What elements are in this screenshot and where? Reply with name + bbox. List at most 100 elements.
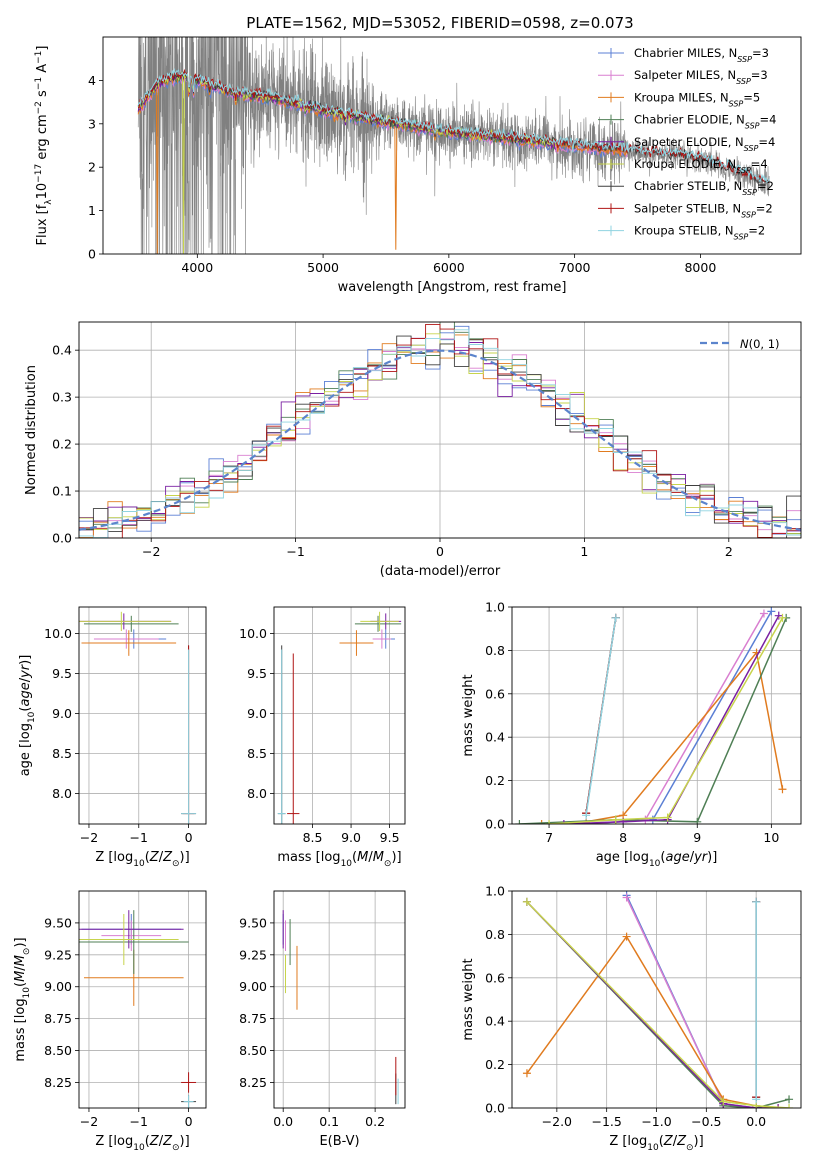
x-tick-label: 0 (185, 830, 193, 845)
y-tick-label: 9.50 (44, 915, 72, 930)
y-tick-label: 0.2 (485, 1057, 505, 1072)
y-tick-label: 0.4 (485, 1014, 505, 1029)
y-tick-label: 0.4 (52, 343, 72, 358)
y-tick-label: 0.6 (485, 686, 505, 701)
weight-marker (522, 1069, 531, 1078)
x-tick-label: 0 (436, 544, 444, 559)
axes-frame (78, 321, 802, 539)
weight-marker (785, 1104, 794, 1108)
legend-label: Chabrier ELODIE, NSSP=4 (634, 113, 776, 131)
x-tick-label: −2 (142, 544, 160, 559)
axes-frame (102, 36, 802, 255)
x-tick-label: 2 (725, 544, 733, 559)
weight-line-8 (585, 617, 617, 816)
weight-marker (622, 932, 631, 941)
figure-title: PLATE=1562, MJD=53052, FIBERID=0598, z=0… (246, 14, 633, 32)
x-axis-label: Z [log10(Z/Z⊙)] (609, 1134, 703, 1153)
y-tick-label: 8.75 (239, 1011, 267, 1026)
weight-marker (719, 1097, 728, 1106)
x-tick-label: −1.5 (591, 1114, 621, 1129)
y-axis-label: mass weight (461, 958, 476, 1040)
x-tick-label: −1.0 (641, 1114, 671, 1129)
y-tick-label: 8.50 (239, 1043, 267, 1058)
y-tick-label: 1 (88, 203, 96, 218)
y-tick-label: 1.0 (485, 600, 505, 615)
x-tick-label: 0.1 (319, 1114, 339, 1129)
y-axis-label: mass weight (461, 674, 476, 756)
y-tick-label: 8.5 (52, 746, 72, 761)
x-tick-label: −1 (286, 544, 304, 559)
y-tick-label: 9.00 (44, 979, 72, 994)
weight-line-4 (563, 615, 780, 824)
x-tick-label: 1 (580, 544, 588, 559)
weight-marker (559, 820, 568, 824)
panel-spectrum: 4000 5000 6000 7000 8000 0 1 2 3 4 wavelength [Ang… (34, 36, 802, 295)
axes-frame (273, 606, 406, 825)
panel-age_vs_Z: −2 −1 0 8.0 8.5 9.0 9.5 10.0 Z [log10(Z/Z⊙)] age … (18, 606, 207, 869)
weight-marker (752, 1095, 761, 1104)
y-tick-label: 10.0 (44, 626, 72, 641)
weight-marker (778, 613, 787, 622)
weight-marker (774, 1104, 783, 1108)
legend-label: Salpeter MILES, NSSP=3 (634, 68, 768, 86)
weight-marker (622, 893, 631, 902)
panel-mass_vs_Z: −2 −1 0 8.25 8.50 8.75 9.00 9.25 9.50 Z [log10(Z/… (13, 890, 207, 1153)
y-tick-label: 0.6 (485, 970, 505, 985)
weight-marker (767, 607, 776, 616)
y-tick-label: 8.25 (44, 1075, 72, 1090)
x-tick-label: 0.0 (746, 1114, 766, 1129)
y-tick-label: 9.25 (239, 947, 267, 962)
y-axis-label: Normed distribution (24, 365, 39, 495)
x-axis-label: Z [log10(Z/Z⊙)] (95, 1134, 189, 1153)
y-tick-label: 1.0 (485, 884, 505, 899)
weight-marker (582, 811, 591, 820)
x-axis-label: age [log10(age/yr)] (596, 850, 718, 869)
y-axis-label: Flux [fλ10−17 erg cm−2 s−1 A−1] (34, 46, 54, 246)
x-tick-label: 9.5 (380, 830, 400, 845)
legend-label: Chabrier MILES, NSSP=3 (634, 46, 769, 64)
y-tick-label: 0.0 (485, 817, 505, 832)
y-tick-label: 8.0 (247, 786, 267, 801)
y-tick-label: 9.25 (44, 947, 72, 962)
weight-line-3 (526, 901, 790, 1108)
weight-marker (545, 820, 554, 824)
axes-frame (78, 890, 207, 1109)
panel-residuals: −2 −1 0 1 2 0.0 0.1 0.2 0.3 0.4 (data-model)/error… (24, 321, 802, 579)
weight-line-1 (586, 613, 765, 824)
plot-area (515, 607, 791, 824)
model-spectrum-8 (137, 67, 770, 184)
plot-area (277, 611, 402, 824)
x-tick-label: 9 (693, 830, 701, 845)
weight-marker (515, 820, 524, 824)
plot-area (522, 891, 794, 1108)
x-axis-label: E(B-V) (319, 1134, 359, 1149)
weight-line-5 (549, 617, 784, 824)
normal-reference-curve (79, 349, 801, 531)
y-tick-label: 0.0 (52, 531, 72, 546)
x-tick-label: −1 (130, 1114, 148, 1129)
x-tick-label: 8 (619, 830, 627, 845)
y-tick-label: 8.0 (52, 786, 72, 801)
legend-label: N(0, 1) (740, 337, 780, 351)
axes-frame (511, 890, 802, 1109)
weight-line-4 (526, 901, 779, 1108)
weight-marker (759, 609, 768, 618)
weight-marker (537, 820, 546, 824)
axes-frame (78, 606, 207, 825)
y-tick-label: 3 (88, 116, 96, 131)
axes-frame (273, 890, 406, 1109)
panel-weight_vs_Z: −2.0 −1.5 −1.0 −0.5 0.0 0.0 0.2 0.4 0.6 0.8 1.0 Z [… (461, 884, 802, 1153)
y-tick-label: 9.5 (247, 666, 267, 681)
y-tick-label: 0.4 (485, 730, 505, 745)
legend-label: Salpeter STELIB, NSSP=2 (634, 201, 773, 219)
panel-weight_vs_age: 7 8 9 10 0.0 0.2 0.4 0.6 0.8 1.0 age [log10(age/yr… (461, 600, 802, 869)
y-tick-label: 4 (88, 73, 96, 88)
x-tick-label: −0.5 (691, 1114, 721, 1129)
histogram-8 (79, 329, 801, 538)
x-axis-label: (data-model)/error (380, 564, 501, 579)
legend: Chabrier MILES, NSSP=3 Salpeter MILES, NS… (598, 46, 776, 241)
legend-label: Kroupa ELODIE, NSSP=4 (634, 157, 768, 175)
weight-line-1 (625, 897, 757, 1108)
y-tick-label: 8.50 (44, 1043, 72, 1058)
